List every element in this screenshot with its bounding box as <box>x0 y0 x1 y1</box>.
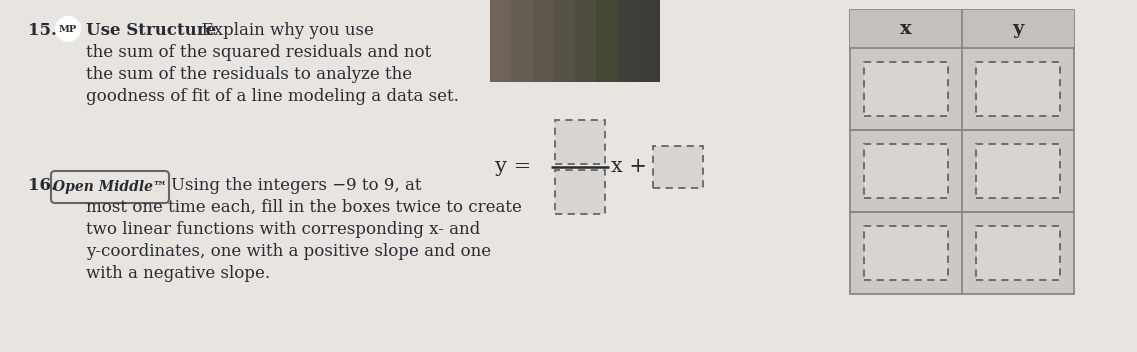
Bar <box>490 0 659 82</box>
Text: y-coordinates, one with a positive slope and one: y-coordinates, one with a positive slope… <box>86 243 491 260</box>
Bar <box>850 10 1074 294</box>
Bar <box>575 0 596 82</box>
FancyBboxPatch shape <box>976 144 1060 198</box>
Text: MP: MP <box>59 25 77 33</box>
Bar <box>490 0 512 82</box>
FancyBboxPatch shape <box>864 226 948 280</box>
Text: y: y <box>1012 20 1023 38</box>
Text: Use Structure: Use Structure <box>86 22 216 39</box>
Bar <box>532 0 554 82</box>
Text: goodness of fit of a line modeling a data set.: goodness of fit of a line modeling a dat… <box>86 88 459 105</box>
Text: y =: y = <box>495 157 531 176</box>
FancyBboxPatch shape <box>864 62 948 116</box>
Text: 15.: 15. <box>28 22 57 39</box>
Bar <box>617 0 639 82</box>
Bar <box>554 0 575 82</box>
Text: Explain why you use: Explain why you use <box>191 22 374 39</box>
Text: 16.: 16. <box>28 177 57 194</box>
Text: x: x <box>901 20 912 38</box>
Bar <box>639 0 659 82</box>
Bar <box>850 10 1074 48</box>
Text: most one time each, fill in the boxes twice to create: most one time each, fill in the boxes tw… <box>86 199 522 216</box>
FancyBboxPatch shape <box>976 62 1060 116</box>
Text: with a negative slope.: with a negative slope. <box>86 265 271 282</box>
FancyBboxPatch shape <box>976 226 1060 280</box>
FancyBboxPatch shape <box>555 120 605 164</box>
Text: Open Middle™: Open Middle™ <box>53 180 167 194</box>
Bar <box>512 0 532 82</box>
Text: the sum of the residuals to analyze the: the sum of the residuals to analyze the <box>86 66 412 83</box>
Text: x +: x + <box>611 157 647 176</box>
Circle shape <box>56 17 80 41</box>
FancyBboxPatch shape <box>555 170 605 214</box>
Text: Using the integers −9 to 9, at: Using the integers −9 to 9, at <box>171 177 422 194</box>
Bar <box>596 0 617 82</box>
FancyBboxPatch shape <box>653 146 703 188</box>
FancyBboxPatch shape <box>864 144 948 198</box>
Text: the sum of the squared residuals and not: the sum of the squared residuals and not <box>86 44 431 61</box>
Text: two linear functions with corresponding x- and: two linear functions with corresponding … <box>86 221 480 238</box>
FancyBboxPatch shape <box>51 171 169 203</box>
